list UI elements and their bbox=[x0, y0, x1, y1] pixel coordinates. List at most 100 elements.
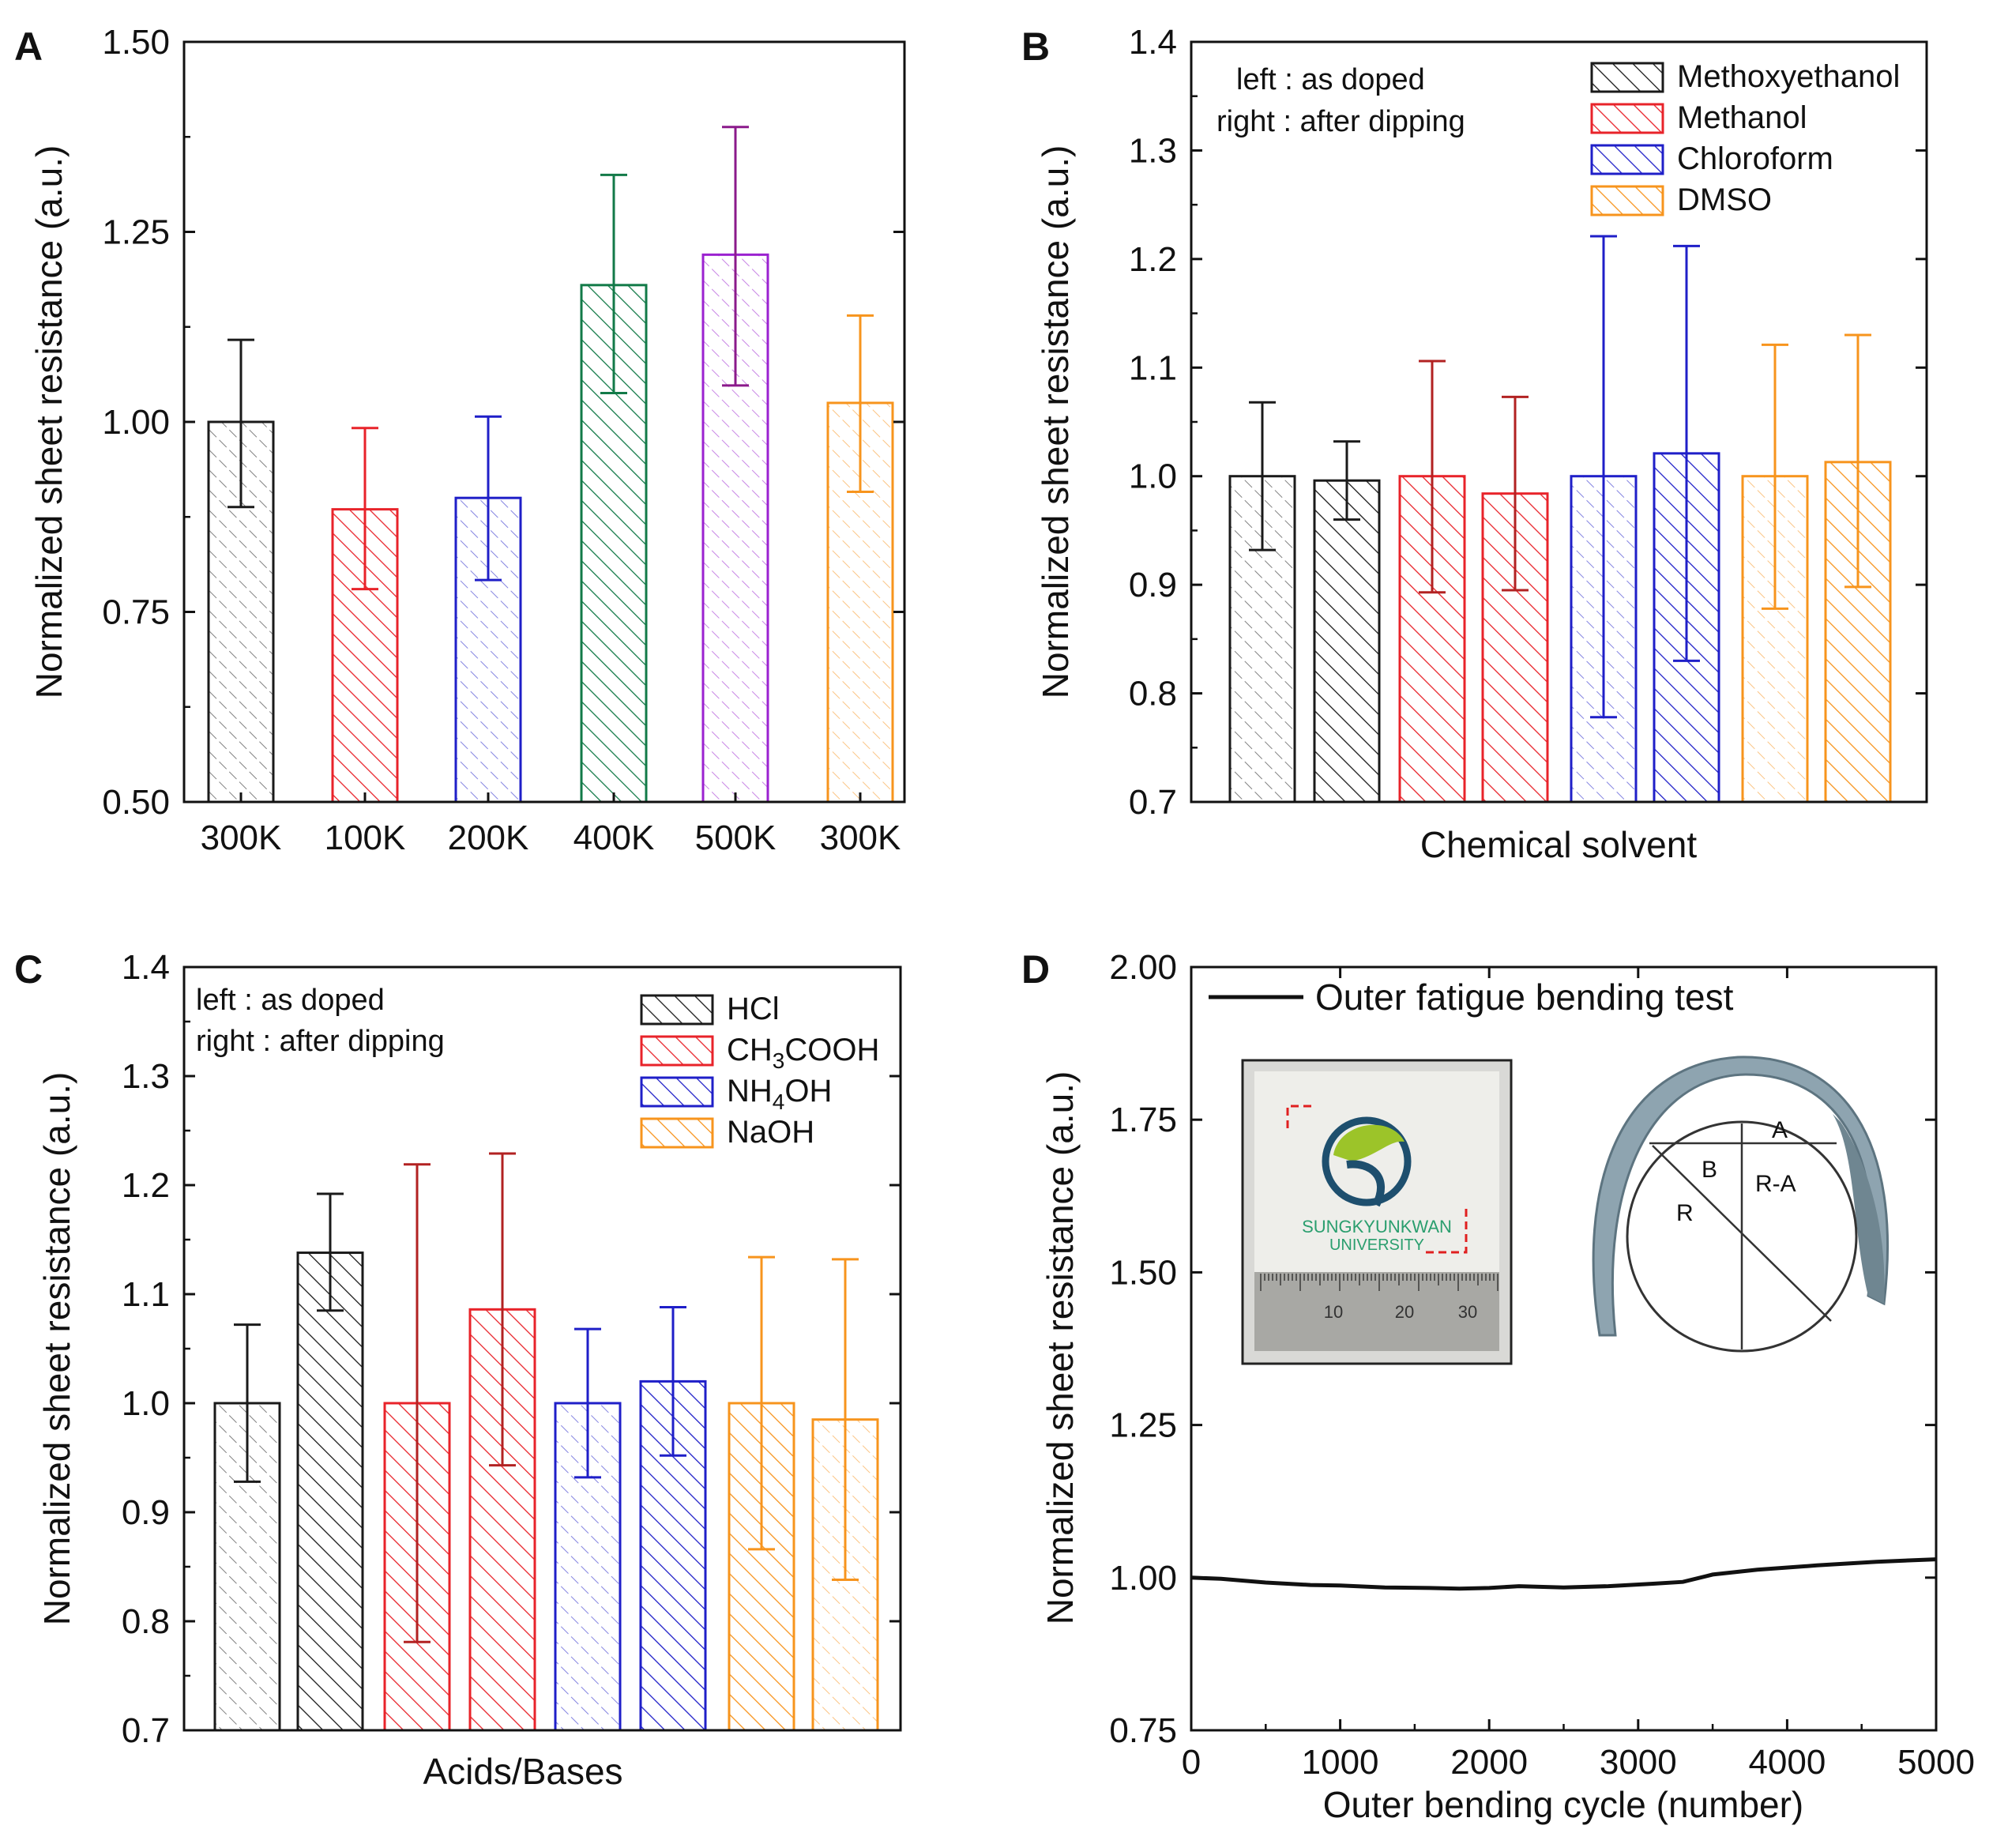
panel-b-bars bbox=[1228, 235, 1892, 804]
legend-label: Methanol bbox=[1677, 100, 1807, 135]
x-tick-label: 200K bbox=[448, 819, 529, 857]
y-tick-label: 1.2 bbox=[1129, 240, 1177, 279]
y-tick-label: 1.3 bbox=[1129, 131, 1177, 170]
y-tick-label: 0.9 bbox=[1129, 566, 1177, 604]
y-tick-label: 0.7 bbox=[1129, 783, 1177, 822]
y-tick-label: 1.2 bbox=[122, 1166, 170, 1205]
legend-label: DMSO bbox=[1677, 183, 1772, 217]
panel-c-note-right: right : after dipping bbox=[196, 1025, 445, 1058]
y-tick-label: 0.8 bbox=[1129, 675, 1177, 713]
panel-a-ylabel: Normalized sheet resistance (a.u.) bbox=[28, 145, 70, 699]
panel-b-note-left: left : as doped bbox=[1236, 63, 1425, 96]
panel-c-ylabel: Normalized sheet resistance (a.u.) bbox=[36, 1072, 77, 1626]
legend-swatch bbox=[1590, 185, 1664, 216]
photo-text-line2: UNIVERSITY bbox=[1329, 1236, 1424, 1254]
legend-swatch bbox=[1590, 144, 1664, 175]
panel-d-letter: D bbox=[1021, 947, 1050, 992]
y-tick-label: 1.50 bbox=[102, 23, 170, 62]
y-tick-label: 1.50 bbox=[1109, 1253, 1177, 1292]
university-logo bbox=[1322, 1116, 1412, 1207]
bar bbox=[296, 1251, 364, 1732]
y-tick-label: 0.75 bbox=[1109, 1711, 1177, 1750]
panel-d-xlabel: Outer bending cycle (number) bbox=[1323, 1784, 1804, 1825]
x-tick-label: 3000 bbox=[1600, 1743, 1677, 1782]
legend-swatch bbox=[1590, 103, 1664, 134]
x-tick-label: 2000 bbox=[1450, 1743, 1528, 1782]
y-tick-label: 0.50 bbox=[102, 783, 170, 822]
panel-d-ylabel: Normalized sheet resistance (a.u.) bbox=[1040, 1071, 1081, 1625]
panel-b: B 0.7 0.8 0.9 1.0 1.1 1.2 1.3 1.4 Normalized sh… bbox=[1021, 23, 1928, 865]
legend-label: NaOH bbox=[727, 1115, 814, 1150]
x-tick-label: 1000 bbox=[1302, 1743, 1379, 1782]
bar bbox=[1313, 479, 1381, 804]
legend-label: HCl bbox=[727, 992, 780, 1026]
ruler-number-10: 10 bbox=[1324, 1302, 1343, 1322]
y-tick-label: 1.00 bbox=[102, 403, 170, 442]
legend-label: NH4OH bbox=[727, 1074, 832, 1114]
y-tick-label: 0.75 bbox=[102, 593, 170, 632]
y-tick-label: 1.4 bbox=[122, 948, 170, 987]
y-tick-label: 0.7 bbox=[122, 1711, 170, 1750]
inset-photo: SUNGKYUNKWAN UNIVERSITY 10 20 30 bbox=[1241, 1059, 1513, 1365]
y-tick-label: 1.1 bbox=[122, 1275, 170, 1314]
y-tick-label: 1.4 bbox=[1129, 23, 1177, 62]
y-tick-label: 1.0 bbox=[1129, 457, 1177, 496]
panel-d-legend-label: Outer fatigue bending test bbox=[1315, 977, 1734, 1018]
crop-mark-bottom-right bbox=[1422, 1209, 1468, 1254]
panel-c-bars bbox=[213, 1152, 879, 1732]
legend-label: CH3COOH bbox=[727, 1033, 879, 1073]
diagram-label-r-a: R-A bbox=[1755, 1171, 1796, 1197]
legend-swatch bbox=[640, 1117, 714, 1149]
legend-swatch bbox=[640, 1035, 714, 1067]
diagram-label-r: R bbox=[1676, 1200, 1694, 1226]
panel-a: A 0.50 0.75 1.00 1.25 1.50 300K 100K 200K 400K 50… bbox=[14, 23, 906, 857]
panel-b-note-right: right : after dipping bbox=[1216, 105, 1465, 138]
panel-a-letter: A bbox=[14, 24, 43, 69]
legend-swatch bbox=[640, 994, 714, 1026]
y-tick-label: 1.0 bbox=[122, 1384, 170, 1423]
panel-d: D 0.75 1.00 1.25 1.50 1.75 2.00 0 1000 2000 3000 4… bbox=[1021, 947, 1975, 1825]
x-tick-label: 100K bbox=[325, 819, 406, 857]
y-tick-label: 1.75 bbox=[1109, 1101, 1177, 1139]
panel-a-frame bbox=[182, 40, 906, 804]
y-tick-label: 0.8 bbox=[122, 1602, 170, 1641]
panel-b-xlabel: Chemical solvent bbox=[1420, 824, 1697, 865]
ruler-ticks bbox=[1260, 1274, 1499, 1291]
panel-b-legend: Methoxyethanol Methanol Chloroform DMSO bbox=[1590, 59, 1900, 217]
diagram-label-a: A bbox=[1772, 1117, 1788, 1143]
y-tick-label: 1.25 bbox=[102, 213, 170, 252]
crop-mark-top-left bbox=[1286, 1105, 1311, 1128]
y-tick-label: 1.00 bbox=[1109, 1559, 1177, 1598]
legend-label: Methoxyethanol bbox=[1677, 59, 1900, 94]
legend-swatch bbox=[1590, 62, 1664, 93]
x-tick-label: 5000 bbox=[1897, 1743, 1975, 1782]
x-tick-label: 4000 bbox=[1748, 1743, 1826, 1782]
ruler-number-30: 30 bbox=[1458, 1302, 1477, 1322]
diagram-label-b: B bbox=[1702, 1157, 1717, 1183]
ruler-number-20: 20 bbox=[1395, 1302, 1414, 1322]
y-tick-label: 1.25 bbox=[1109, 1406, 1177, 1445]
legend-label: Chloroform bbox=[1677, 141, 1833, 176]
x-tick-label: 500K bbox=[695, 819, 777, 857]
y-tick-label: 0.9 bbox=[122, 1493, 170, 1532]
x-tick-label: 300K bbox=[201, 819, 282, 857]
panel-b-letter: B bbox=[1021, 24, 1050, 69]
bent-film-edge bbox=[1833, 1114, 1885, 1304]
bending-diagram: A B R R-A bbox=[1592, 1056, 1890, 1353]
x-tick-label: 0 bbox=[1182, 1743, 1201, 1782]
y-tick-label: 1.1 bbox=[1129, 348, 1177, 387]
panel-c: C 0.7 0.8 0.9 1.0 1.1 1.2 1.3 1.4 Normalized sh… bbox=[14, 947, 902, 1792]
y-tick-label: 2.00 bbox=[1109, 948, 1177, 987]
panel-a-bars bbox=[207, 126, 894, 804]
x-tick-label: 400K bbox=[573, 819, 655, 857]
panel-b-ylabel: Normalized sheet resistance (a.u.) bbox=[1035, 145, 1076, 699]
panel-c-xlabel: Acids/Bases bbox=[423, 1751, 622, 1792]
x-tick-label: 300K bbox=[820, 819, 901, 857]
panel-c-letter: C bbox=[14, 947, 43, 992]
legend-swatch bbox=[640, 1076, 714, 1108]
series-line bbox=[1190, 1557, 1937, 1591]
photo-text-line1: SUNGKYUNKWAN bbox=[1302, 1217, 1452, 1236]
radius-line bbox=[1652, 1145, 1832, 1322]
